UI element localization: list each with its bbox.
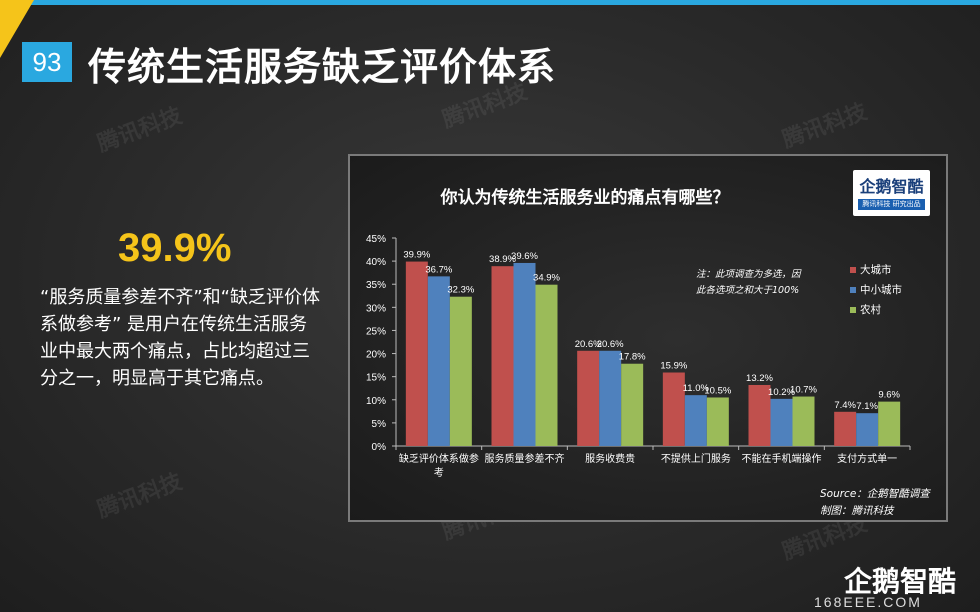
bar <box>599 350 622 446</box>
chart-source: 制图：腾讯科技 <box>820 505 895 517</box>
bar <box>535 284 558 446</box>
data-label: 34.9% <box>533 273 560 284</box>
logo-text: 企鹅智酷 <box>859 177 924 196</box>
x-tick-label: 服务质量参差不齐 <box>485 452 565 465</box>
bar <box>621 363 644 446</box>
logo-subtitle: 腾讯科技 研究出品 <box>858 199 925 210</box>
bar <box>405 261 428 446</box>
data-label: 9.6% <box>878 390 900 401</box>
y-tick-label: 40% <box>366 257 386 268</box>
bar <box>834 411 857 446</box>
x-tick-label: 服务收费贵 <box>585 452 635 465</box>
page-title: 传统生活服务缺乏评价体系 <box>88 45 557 89</box>
data-label: 39.6% <box>511 251 538 262</box>
legend-label: 农村 <box>860 303 881 316</box>
data-label: 7.1% <box>856 401 878 412</box>
x-tick-label: 考 <box>434 467 444 479</box>
watermark: 腾讯科技 <box>94 103 186 158</box>
data-label: 39.9% <box>403 250 430 261</box>
bar <box>792 396 815 446</box>
brand-logo: 企鹅智酷 腾讯科技 研究出品 <box>853 170 930 216</box>
bar <box>577 350 600 446</box>
legend-swatch <box>850 287 856 293</box>
brand-logo-bottom: 企鹅智酷 <box>844 565 957 598</box>
watermark: 腾讯科技 <box>94 469 186 524</box>
y-tick-label: 45% <box>366 234 386 245</box>
bar <box>706 397 729 446</box>
y-tick-label: 15% <box>366 373 386 384</box>
data-label: 10.7% <box>790 385 817 396</box>
x-tick-label: 不能在手机端操作 <box>742 452 822 465</box>
x-tick-label: 不提供上门服务 <box>661 452 731 465</box>
data-label: 20.6% <box>597 339 624 350</box>
data-label: 7.4% <box>834 400 856 411</box>
highlight-percent: 39.9% <box>118 226 232 270</box>
data-label: 13.2% <box>746 373 773 384</box>
x-tick-label: 支付方式单一 <box>837 452 897 465</box>
chart-title: 你认为传统生活服务业的痛点有哪些？ <box>440 187 730 208</box>
bar <box>427 276 450 446</box>
y-tick-label: 10% <box>366 396 386 407</box>
chart-note: 注：此项调查为多选，因 <box>696 268 802 280</box>
data-label: 36.7% <box>425 264 452 275</box>
bar <box>684 395 707 446</box>
bar <box>878 401 901 446</box>
legend-swatch <box>850 267 856 273</box>
y-tick-label: 25% <box>366 326 386 337</box>
chart-source: Source：企鹅智酷调查 <box>820 488 931 500</box>
legend-label: 大城市 <box>860 263 892 276</box>
bar <box>491 266 514 446</box>
bar <box>662 372 685 446</box>
bar-chart: 你认为传统生活服务业的痛点有哪些？ 0% 5% 10% 15% 20% 25% 30% 35% 4… <box>366 187 931 517</box>
chart-panel: 你认为传统生活服务业的痛点有哪些？ 0% 5% 10% 15% 20% 25% 30% 35% 4… <box>348 154 948 522</box>
data-label: 38.9% <box>489 254 516 265</box>
data-label: 10.5% <box>704 385 731 396</box>
y-tick-label: 20% <box>366 350 386 361</box>
y-tick-label: 35% <box>366 280 386 291</box>
data-label: 20.6% <box>575 339 602 350</box>
data-label: 15.9% <box>660 361 687 372</box>
data-label: 17.8% <box>619 352 646 363</box>
y-tick-label: 30% <box>366 303 386 314</box>
bar <box>748 384 771 446</box>
chart-note: 此各选项之和大于100% <box>696 284 799 296</box>
x-tick-label: 缺乏评价体系做参 <box>399 452 479 465</box>
bar <box>513 262 536 446</box>
description-text: “服务质量参差不齐”和“缺乏评价体系做参考” 是用户在传统生活服务业中最大两个痛… <box>40 287 320 389</box>
data-label: 11.0% <box>683 383 710 394</box>
watermark: 腾讯科技 <box>779 99 871 154</box>
top-accent-bar <box>0 0 980 5</box>
y-tick-label: 5% <box>372 419 387 430</box>
page-number: 93 <box>22 42 72 82</box>
bar <box>449 296 472 446</box>
bar <box>856 413 879 446</box>
legend-label: 中小城市 <box>860 283 902 296</box>
legend-swatch <box>850 307 856 313</box>
brand-url: 168EEE.COM <box>814 594 922 610</box>
bar <box>770 398 793 446</box>
data-label: 32.3% <box>447 285 474 296</box>
data-label: 10.2% <box>768 387 795 398</box>
y-tick-label: 0% <box>372 442 387 453</box>
